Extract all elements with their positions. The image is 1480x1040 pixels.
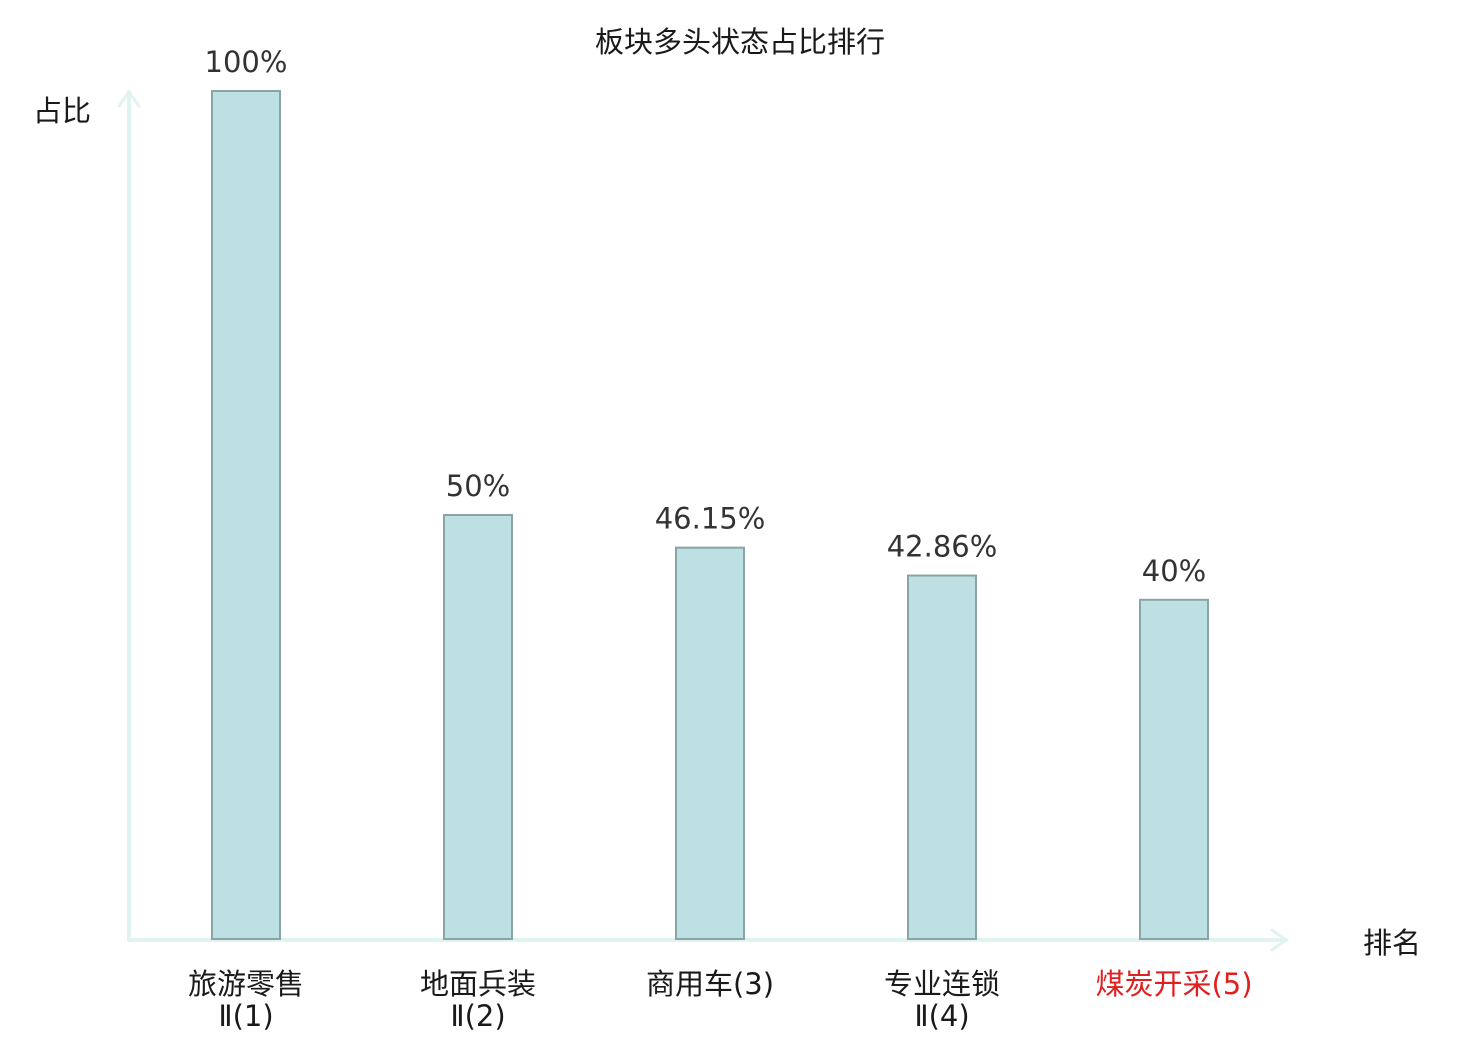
category-label-2: 地面兵装	[420, 967, 536, 1001]
bar-1	[211, 90, 281, 940]
value-label-3: 46.15%	[655, 502, 766, 536]
category-label-3: 商用车(3)	[646, 967, 774, 1001]
bar-3	[675, 546, 745, 940]
axes	[117, 90, 1288, 952]
bar-4	[907, 574, 977, 940]
value-label-5: 40%	[1142, 554, 1206, 588]
category-label-1: 旅游零售	[188, 967, 304, 1001]
x-axis-label: 排名	[1363, 926, 1421, 960]
value-label-1: 100%	[205, 45, 288, 79]
chart-title: 板块多头状态占比排行	[595, 25, 885, 59]
x-axis-arrow	[1270, 928, 1288, 952]
bar-2	[443, 514, 513, 940]
y-axis-label: 占比	[33, 94, 91, 128]
value-label-4: 42.86%	[887, 530, 998, 564]
category-sublabel-1: Ⅱ(1)	[218, 999, 273, 1033]
bar-5	[1139, 598, 1209, 940]
category-sublabel-4: Ⅱ(4)	[914, 999, 969, 1033]
category-label-4: 专业连锁	[884, 967, 1000, 1001]
value-label-2: 50%	[446, 469, 510, 503]
y-axis-arrow	[117, 90, 141, 108]
category-sublabel-2: Ⅱ(2)	[450, 999, 505, 1033]
bars	[211, 90, 1209, 940]
category-label-5: 煤炭开采(5)	[1095, 967, 1252, 1001]
value-labels: 100% 50% 46.15% 42.86% 40%	[205, 45, 1207, 588]
